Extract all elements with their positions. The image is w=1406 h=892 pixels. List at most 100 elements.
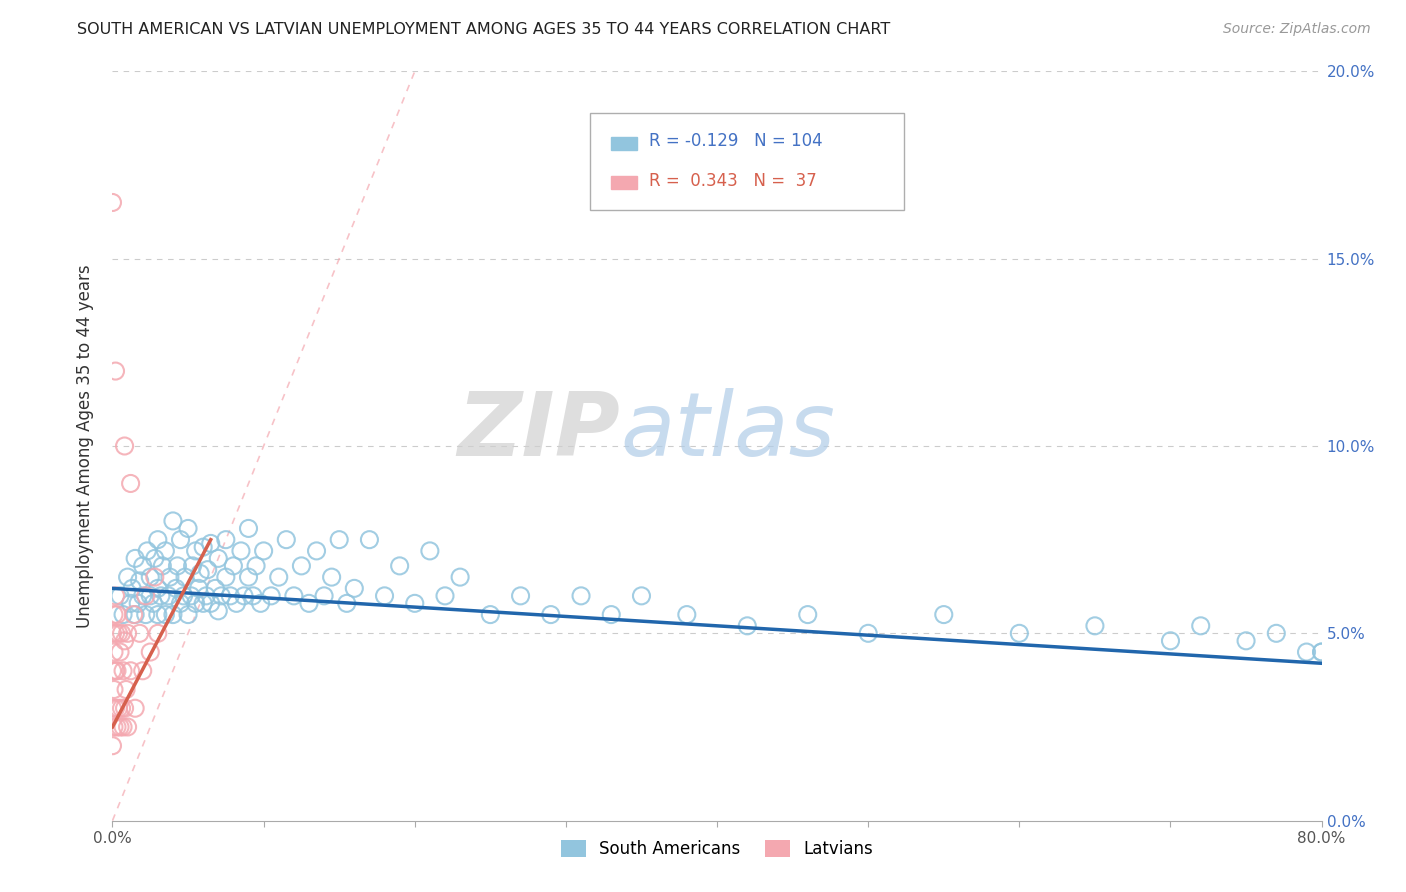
- Point: [1295, 645, 1317, 659]
- Point: [932, 607, 955, 622]
- Point: [600, 607, 623, 622]
- Point: [128, 626, 150, 640]
- Point: [120, 664, 142, 678]
- Point: [188, 566, 211, 581]
- Point: [180, 589, 202, 603]
- Point: [135, 607, 157, 622]
- Point: [215, 533, 238, 547]
- Point: [155, 607, 177, 622]
- Point: [374, 589, 396, 603]
- Point: [114, 439, 136, 453]
- Point: [101, 195, 124, 210]
- Point: [177, 607, 200, 622]
- Point: [1310, 645, 1333, 659]
- Point: [184, 596, 207, 610]
- Point: [174, 570, 197, 584]
- Point: [105, 664, 128, 678]
- Point: [112, 607, 135, 622]
- Point: [207, 604, 229, 618]
- Point: [122, 607, 145, 622]
- Point: [107, 701, 129, 715]
- Point: [155, 544, 177, 558]
- Point: [117, 720, 139, 734]
- Point: [215, 570, 238, 584]
- Point: [114, 633, 136, 648]
- Point: [290, 558, 312, 573]
- Point: [305, 544, 328, 558]
- Point: [124, 551, 146, 566]
- Point: [388, 558, 411, 573]
- Point: [245, 558, 267, 573]
- Point: [108, 645, 131, 659]
- Point: [105, 720, 128, 734]
- Point: [127, 596, 149, 610]
- Point: [184, 544, 207, 558]
- Point: [104, 664, 127, 678]
- Point: [124, 607, 146, 622]
- Point: [630, 589, 652, 603]
- Point: [336, 596, 359, 610]
- Point: [162, 607, 184, 622]
- Text: R = -0.129   N = 104: R = -0.129 N = 104: [650, 133, 823, 151]
- Point: [104, 364, 127, 378]
- Point: [321, 570, 343, 584]
- Point: [675, 607, 697, 622]
- Point: [200, 596, 222, 610]
- Point: [195, 589, 218, 603]
- Point: [136, 544, 159, 558]
- Text: ZIP: ZIP: [457, 387, 620, 475]
- Point: [276, 533, 298, 547]
- Point: [114, 701, 136, 715]
- Point: [162, 514, 184, 528]
- Point: [107, 626, 129, 640]
- Point: [117, 626, 139, 640]
- Point: [1234, 633, 1257, 648]
- Point: [101, 739, 124, 753]
- Text: SOUTH AMERICAN VS LATVIAN UNEMPLOYMENT AMONG AGES 35 TO 44 YEARS CORRELATION CHA: SOUTH AMERICAN VS LATVIAN UNEMPLOYMENT A…: [77, 22, 890, 37]
- Point: [135, 589, 157, 603]
- Point: [569, 589, 592, 603]
- Legend: South Americans, Latvians: South Americans, Latvians: [554, 833, 880, 864]
- Y-axis label: Unemployment Among Ages 35 to 44 years: Unemployment Among Ages 35 to 44 years: [76, 264, 94, 628]
- Point: [103, 607, 125, 622]
- Point: [419, 544, 441, 558]
- Point: [132, 558, 155, 573]
- Point: [139, 589, 162, 603]
- Point: [1159, 633, 1181, 648]
- Point: [1310, 645, 1333, 659]
- Point: [222, 558, 245, 573]
- Point: [238, 570, 260, 584]
- Point: [139, 570, 162, 584]
- Point: [128, 574, 150, 588]
- Point: [796, 607, 818, 622]
- Point: [103, 720, 125, 734]
- Point: [139, 645, 162, 659]
- FancyBboxPatch shape: [610, 136, 637, 150]
- Point: [110, 701, 132, 715]
- Point: [104, 589, 127, 603]
- Point: [298, 596, 321, 610]
- Point: [233, 589, 256, 603]
- Point: [267, 570, 290, 584]
- Point: [165, 582, 187, 596]
- Point: [209, 589, 232, 603]
- Point: [225, 596, 247, 610]
- Point: [173, 589, 195, 603]
- Point: [166, 558, 188, 573]
- Text: Source: ZipAtlas.com: Source: ZipAtlas.com: [1223, 22, 1371, 37]
- Point: [242, 589, 264, 603]
- FancyBboxPatch shape: [591, 112, 904, 210]
- Point: [219, 589, 242, 603]
- Point: [105, 607, 128, 622]
- Point: [101, 664, 124, 678]
- Point: [120, 476, 142, 491]
- Point: [157, 589, 180, 603]
- Point: [149, 589, 172, 603]
- Point: [856, 626, 880, 640]
- Point: [110, 626, 132, 640]
- Point: [343, 582, 366, 596]
- Point: [108, 589, 131, 603]
- Point: [229, 544, 252, 558]
- Point: [121, 582, 143, 596]
- Point: [104, 626, 127, 640]
